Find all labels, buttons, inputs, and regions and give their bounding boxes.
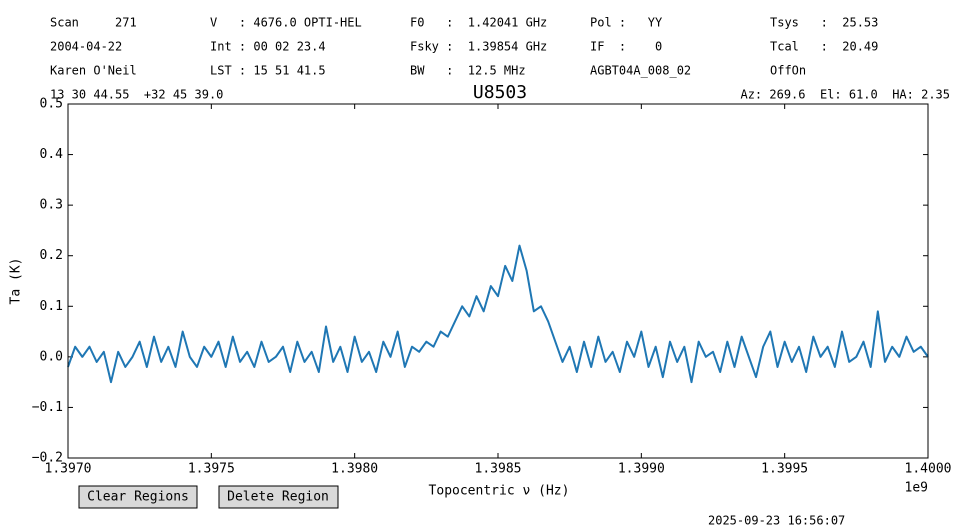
header-field: LST : 15 51 41.5	[210, 64, 326, 78]
header-field: Scan 271	[50, 16, 137, 30]
coordinates: 13 30 44.55 +32 45 39.0	[50, 88, 223, 102]
spectrum-line	[67, 244, 929, 384]
y-tick-label: −0.2	[32, 451, 63, 466]
plot-frame	[67, 103, 929, 459]
y-tick-label: 0.4	[40, 147, 64, 162]
header-field: IF : 0	[590, 40, 662, 54]
x-tick-label: 1.3985	[475, 462, 522, 477]
header-field: OffOn	[770, 64, 806, 78]
y-tick-label: −0.1	[32, 400, 63, 415]
header-field: V : 4676.0 OPTI-HEL	[210, 16, 362, 30]
button-label[interactable]: Clear Regions	[87, 490, 189, 505]
header-field: Tcal : 20.49	[770, 40, 878, 54]
header-field: Karen O'Neil	[50, 64, 137, 78]
header-field: 2004-04-22	[50, 40, 122, 54]
x-tick-label: 1.3980	[331, 462, 378, 477]
button-label[interactable]: Delete Region	[227, 490, 329, 505]
header-field: Tsys : 25.53	[770, 16, 878, 30]
header-field: F0 : 1.42041 GHz	[410, 16, 547, 30]
header-field: Pol : YY	[590, 16, 663, 30]
y-tick-label: 0.2	[40, 248, 63, 263]
header-field: AGBT04A_008_02	[590, 64, 691, 78]
y-tick-label: 0.5	[40, 97, 63, 112]
button[interactable]	[78, 485, 198, 509]
timestamp: 2025-09-23 16:56:07	[708, 514, 845, 528]
x-tick-label: 1.3970	[45, 462, 92, 477]
chart-title: U8503	[473, 82, 527, 103]
pointing: Az: 269.6 El: 61.0 HA: 2.35	[740, 88, 950, 102]
header-field: BW : 12.5 MHz	[410, 64, 526, 78]
x-axis-label: Topocentric ν (Hz)	[429, 484, 570, 499]
x-tick-label: 1.3995	[761, 462, 808, 477]
y-tick-label: 0.0	[40, 349, 63, 364]
x-tick-label: 1.3990	[618, 462, 665, 477]
y-axis-label: Ta (K)	[9, 258, 24, 305]
x-tick-label: 1.3975	[188, 462, 235, 477]
y-tick-label: 0.1	[40, 299, 63, 314]
button[interactable]	[218, 485, 339, 509]
header-field: Fsky : 1.39854 GHz	[410, 40, 547, 54]
x-tick-label: 1.4000	[905, 462, 952, 477]
x-offset-label: 1e9	[905, 481, 928, 496]
y-tick-label: 0.3	[40, 198, 63, 213]
header-field: Int : 00 02 23.4	[210, 40, 326, 54]
